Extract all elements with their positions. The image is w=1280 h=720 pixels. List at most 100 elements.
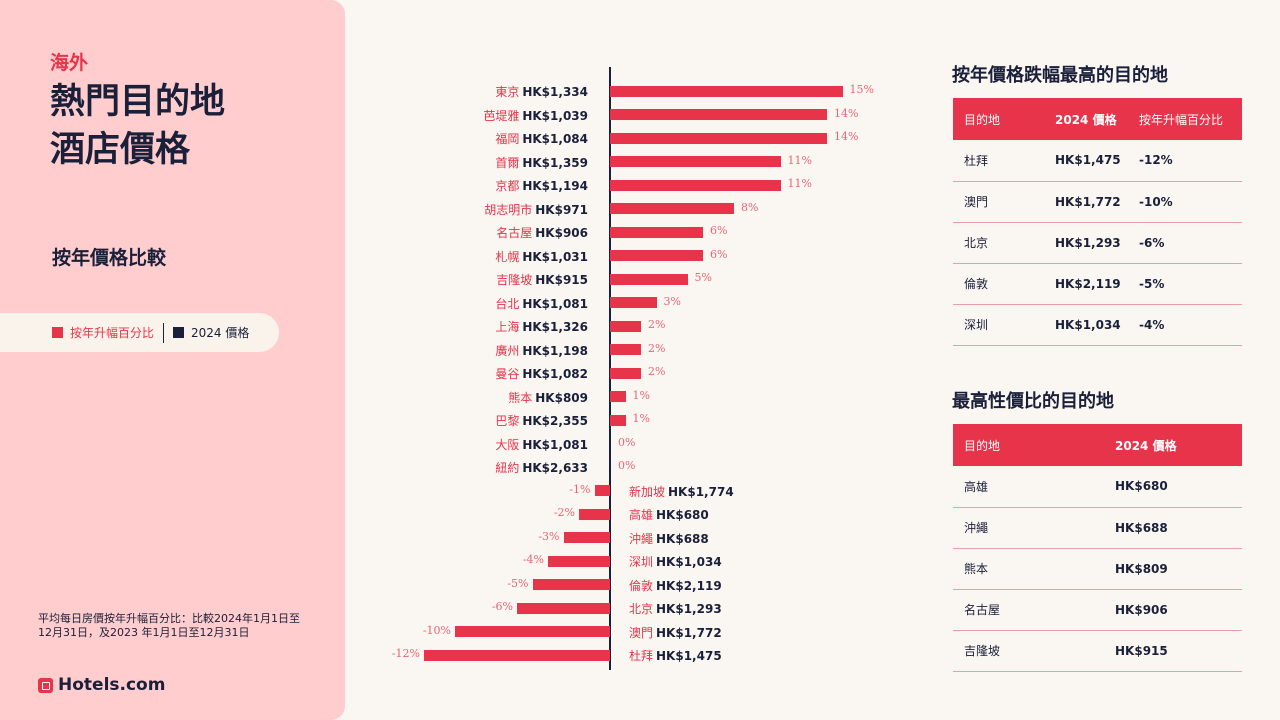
value-label: -2%: [553, 506, 575, 519]
table-best-value: 目的地 2024 價格 高雄 HK$680 沖繩 HK$688 熊本 HK$809 名古屋 HK…: [953, 424, 1242, 672]
bar: [610, 109, 827, 120]
legend-label: 按年升幅百分比: [70, 326, 155, 340]
table-cell: 熊本: [953, 548, 1104, 590]
table-cell: 吉隆坡: [953, 630, 1104, 672]
category-label: 首爾 HK$1,359: [495, 154, 588, 171]
category-label: 台北 HK$1,081: [495, 295, 588, 312]
title-line-2: 酒店價格: [50, 130, 191, 170]
table-row: 吉隆坡 HK$915: [953, 630, 1242, 672]
table-cell: HK$680: [1104, 466, 1242, 508]
city-name: 廣州: [495, 343, 520, 358]
bar: [610, 203, 734, 214]
category-label: 北京 HK$1,293: [629, 600, 722, 617]
city-price: HK$1,081: [522, 437, 588, 452]
city-price: HK$1,081: [522, 296, 588, 311]
bar: [594, 485, 610, 496]
city-name: 札幌: [495, 249, 520, 264]
table-cell: -10%: [1128, 181, 1242, 223]
bar: [610, 391, 626, 402]
city-price: HK$971: [535, 202, 588, 217]
legend-divider: [163, 322, 165, 343]
value-label: 14%: [834, 106, 859, 120]
bar: [548, 555, 610, 567]
city-name: 東京: [495, 85, 520, 99]
value-label: -12%: [391, 647, 420, 660]
category-label: 熊本 HK$809: [508, 389, 588, 406]
table-row: 名古屋 HK$906: [953, 589, 1242, 631]
legend-label: 2024 價格: [191, 326, 250, 340]
value-label: 8%: [741, 200, 759, 214]
table-cell: HK$688: [1104, 507, 1242, 549]
table-header: 目的地 2024 價格 按年升幅百分比: [953, 98, 1242, 140]
table-cell: HK$2,119: [1044, 263, 1128, 305]
bar: [610, 297, 657, 308]
table-cell: -12%: [1128, 140, 1242, 182]
city-price: HK$688: [656, 531, 709, 546]
category-label: 吉隆坡 HK$915: [496, 271, 588, 288]
value-label: -4%: [522, 553, 544, 566]
table-cell: -6%: [1128, 222, 1242, 264]
category-label: 上海 HK$1,326: [495, 318, 588, 335]
table-cell: HK$1,772: [1044, 181, 1128, 223]
bar: [532, 579, 610, 590]
category-label: 東京 HK$1,334: [495, 83, 588, 100]
legend-item-price: 2024 價格: [173, 324, 249, 341]
legend: 按年升幅百分比 2024 價格: [0, 313, 279, 352]
city-price: HK$1,359: [522, 155, 588, 170]
table-cell: HK$1,034: [1044, 304, 1128, 346]
category-label: 京都 HK$1,194: [495, 177, 588, 194]
value-label: 2%: [648, 318, 666, 331]
table-row: 高雄 HK$680: [953, 466, 1242, 508]
city-price: HK$1,774: [668, 484, 734, 499]
legend-swatch-navy: [173, 327, 185, 338]
table-cell: 杜拜: [953, 140, 1044, 182]
city-price: HK$1,031: [522, 249, 588, 264]
city-price: HK$906: [535, 226, 588, 240]
city-name: 深圳: [629, 555, 654, 569]
table-cell: 倫敦: [953, 263, 1044, 305]
category-label: 新加坡 HK$1,774: [629, 483, 734, 500]
city-price: HK$1,326: [522, 320, 588, 334]
city-name: 巴黎: [495, 414, 520, 428]
category-label: 紐約 HK$2,633: [495, 459, 588, 476]
header-cell: 目的地: [953, 424, 1104, 466]
city-price: HK$2,633: [522, 461, 588, 475]
value-label: 0%: [618, 459, 636, 472]
category-label: 廣州 HK$1,198: [495, 342, 588, 359]
city-name: 京都: [495, 179, 520, 193]
table-cell: HK$809: [1104, 548, 1242, 590]
city-name: 大阪: [495, 437, 520, 452]
category-label: 倫敦 HK$2,119: [629, 577, 722, 594]
category-label: 巴黎 HK$2,355: [495, 412, 588, 429]
city-name: 熊本: [508, 390, 533, 405]
bar: [610, 273, 688, 285]
bar: [563, 532, 610, 543]
value-label: -10%: [422, 623, 451, 637]
value-label: 2%: [648, 341, 666, 355]
header-cell: 按年升幅百分比: [1128, 98, 1242, 140]
table-row: 澳門 HK$1,772 -10%: [953, 181, 1242, 223]
city-price: HK$1,082: [522, 367, 588, 381]
hotels-logo: Hotels.com: [38, 675, 165, 695]
city-price: HK$1,198: [522, 343, 588, 358]
bar: [610, 344, 641, 355]
table-cell: -4%: [1128, 304, 1242, 346]
category-label: 高雄 HK$680: [629, 506, 709, 523]
table-cell: 沖繩: [953, 507, 1104, 549]
city-name: 新加坡: [629, 484, 666, 499]
title-line-1: 熱門目的地: [50, 82, 226, 122]
table-cell: HK$906: [1104, 589, 1242, 631]
table-cell: -5%: [1128, 263, 1242, 305]
bar: [610, 226, 703, 238]
city-name: 芭堤雅: [483, 108, 520, 123]
table-largest-drops: 目的地 2024 價格 按年升幅百分比 杜拜 HK$1,475 -12% 澳門 HK$1,7…: [953, 98, 1242, 346]
logo-text: Hotels.com: [58, 675, 166, 695]
value-label: 5%: [694, 271, 712, 284]
header-cell: 目的地: [953, 98, 1044, 140]
value-label: 6%: [710, 247, 728, 261]
value-label: 14%: [834, 130, 859, 143]
city-price: HK$809: [535, 390, 588, 405]
city-name: 倫敦: [629, 578, 654, 593]
city-name: 杜拜: [629, 649, 654, 663]
left-panel: 海外 熱門目的地 酒店價格 按年價格比較 按年升幅百分比 2024 價格 平均每…: [0, 0, 345, 720]
